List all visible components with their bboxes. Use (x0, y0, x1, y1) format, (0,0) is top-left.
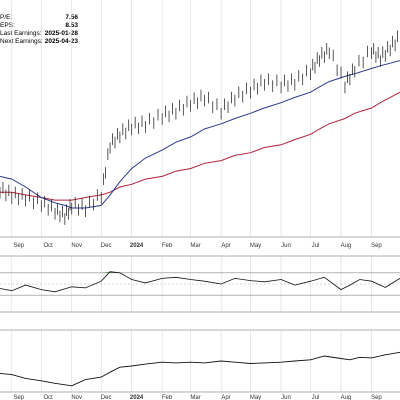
x-tick-label: Jul (312, 243, 320, 249)
x-tick-label: Aug (341, 243, 352, 249)
x-tick-label: Aug (341, 395, 352, 400)
moving-average-slow-line (0, 91, 400, 201)
x-tick-label: Dec (101, 395, 112, 400)
x-tick-label: Nov (71, 395, 82, 400)
x-tick-label: Dec (101, 243, 112, 249)
x-tick-label: Mar (190, 243, 200, 249)
oscillator-line (0, 271, 400, 293)
x-tick-label: Feb (162, 243, 173, 249)
cumulative-line (0, 351, 400, 387)
x-tick-label: May (250, 395, 261, 400)
x-tick-label: 2024 (130, 395, 144, 400)
x-tick-label: Apr (221, 243, 230, 249)
x-tick-label: Oct (43, 395, 53, 400)
info-row-last-earnings: Last Earnings: 2025-01-28 (0, 30, 78, 38)
x-tick-label: Sep (371, 243, 382, 249)
x-tick-label: Nov (71, 243, 82, 249)
moving-average-fast-line (0, 60, 400, 209)
last-earnings-label: Last Earnings: (0, 30, 42, 37)
eps-label: EPS: (0, 22, 15, 29)
x-tick-label: Jun (281, 243, 291, 249)
x-tick-label: Mar (190, 395, 200, 400)
x-tick-label: Jul (312, 395, 320, 400)
x-tick-label: May (250, 243, 261, 249)
x-tick-label: 2024 (130, 243, 144, 249)
x-tick-label: Sep (13, 243, 24, 249)
last-earnings-value: 2025-01-28 (44, 30, 78, 37)
x-tick-label: Oct (43, 243, 53, 249)
x-tick-label: Feb (162, 395, 173, 400)
x-tick-label: Sep (13, 395, 24, 400)
pe-label: P/E: (0, 14, 13, 21)
x-tick-label: Sep (371, 395, 382, 400)
x-tick-label: Jun (281, 395, 291, 400)
next-earnings-label: Next Earnings: (0, 38, 43, 45)
info-row-next-earnings: Next Earnings: 2025-04-23 (0, 38, 78, 46)
next-earnings-value: 2025-04-23 (44, 38, 78, 45)
x-tick-label: Apr (221, 395, 230, 400)
